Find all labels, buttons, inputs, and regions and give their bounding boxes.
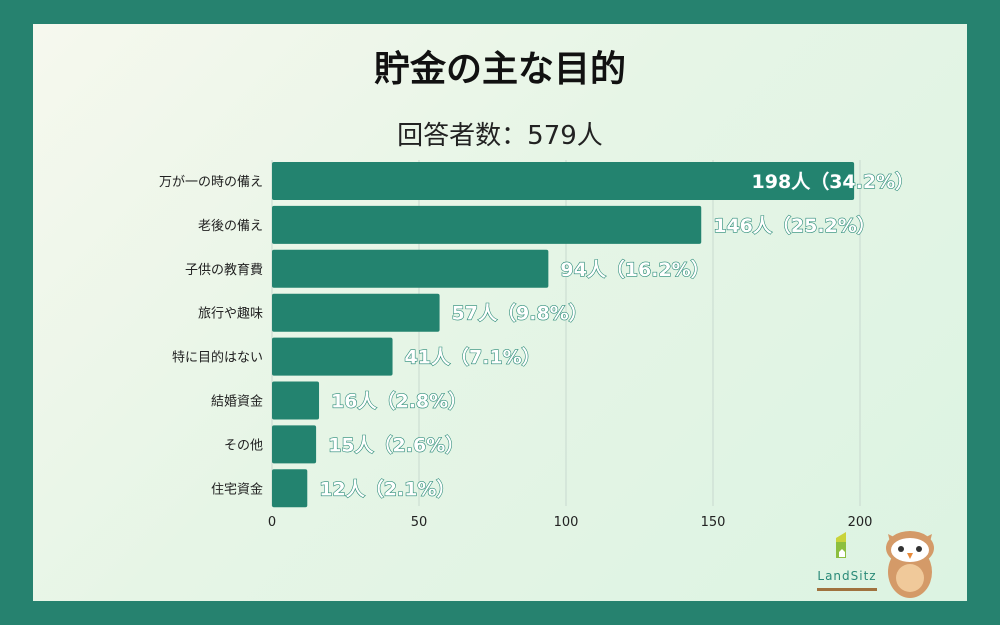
- category-label: 旅行や趣味: [198, 307, 263, 322]
- bar: [272, 249, 549, 288]
- category-label: 老後の備え: [198, 218, 263, 234]
- data-label: 198人（34.2%）: [752, 170, 915, 193]
- data-label: 16人（2.8%）: [331, 390, 467, 413]
- x-tick-label: 150: [701, 515, 726, 530]
- bar: [272, 162, 855, 200]
- data-label: 94人（16.2%）: [560, 258, 709, 281]
- x-tick-label: 50: [411, 515, 428, 530]
- logo-text: LandSitz: [817, 569, 876, 583]
- x-tick-label: 100: [554, 515, 579, 530]
- category-label: 結婚資金: [211, 394, 263, 410]
- bar: [272, 425, 317, 464]
- category-label: 万が一の時の備え: [159, 174, 263, 190]
- data-label: 41人（7.1%）: [405, 346, 541, 369]
- data-label: 146人（25.2%）: [713, 214, 876, 237]
- category-label: 住宅資金: [211, 481, 263, 497]
- category-label: その他: [224, 438, 263, 453]
- bar: [272, 381, 320, 420]
- chart-subtitle: 回答者数：579人: [397, 121, 603, 151]
- x-tick-label: 200: [848, 515, 873, 530]
- data-label: 57人（9.8%）: [452, 302, 588, 325]
- owl-mascot-icon: [886, 531, 934, 598]
- data-label: 15人（2.6%）: [328, 433, 464, 456]
- landsitz-logo: LandSitz: [817, 532, 877, 591]
- bar: [272, 469, 308, 508]
- x-tick-label: 0: [268, 515, 276, 530]
- bar: [272, 293, 440, 332]
- data-label: 12人（2.1%）: [319, 477, 455, 500]
- category-label: 子供の教育費: [185, 262, 263, 278]
- category-label: 特に目的はない: [172, 350, 263, 366]
- bar: [272, 337, 393, 376]
- chart-panel: [33, 24, 967, 601]
- bar: [272, 205, 702, 244]
- chart-title: 貯金の主な目的: [373, 49, 626, 90]
